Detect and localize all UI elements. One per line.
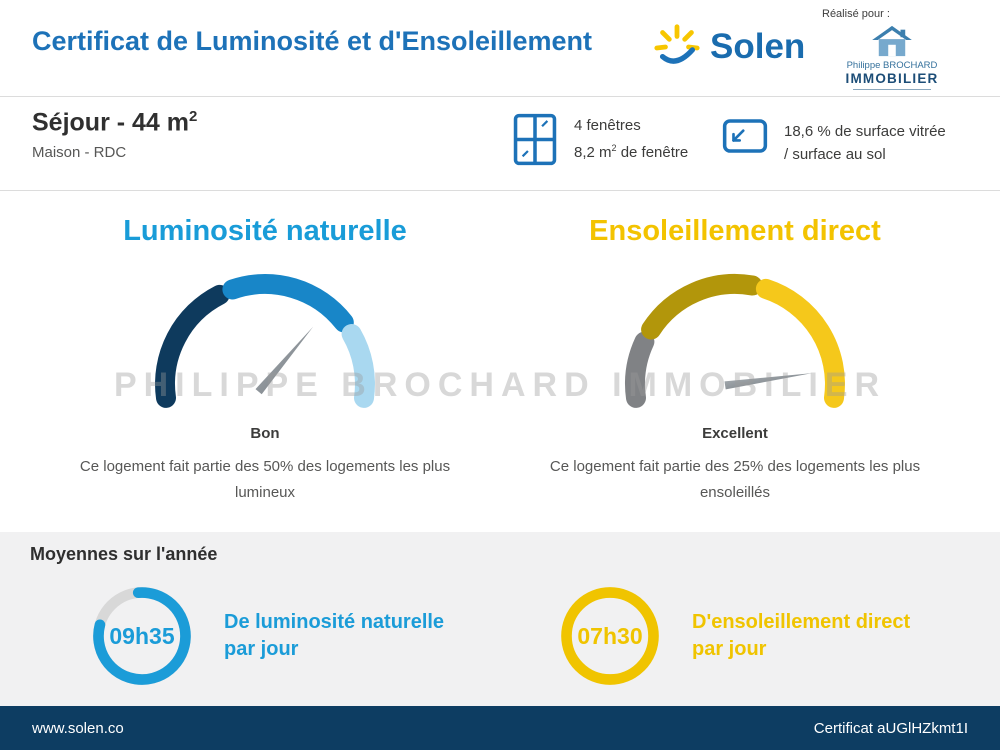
client-logo: Philippe BROCHARD IMMOBILIER (812, 24, 972, 90)
gauge-sunshine-rating: Excellent (702, 425, 768, 442)
solen-brand-name: Solen (710, 27, 806, 66)
averages-title: Moyennes sur l'année (30, 544, 218, 564)
gauge-sunshine (625, 273, 845, 408)
windows-area: 8,2 m2 de fenêtre (574, 143, 689, 161)
client-logo-divider (853, 89, 931, 90)
room-subtitle: Maison - RDC (32, 144, 127, 162)
windows-stat: 4 fenêtres 8,2 m2 de fenêtre (512, 112, 688, 167)
house-icon (872, 25, 912, 57)
window-icon (513, 113, 557, 166)
averages-panel: Moyennes sur l'année 09h35 De luminosité… (0, 532, 1000, 706)
glazing-line1: 18,6 % de surface vitrée (784, 123, 946, 140)
room-info: Séjour - 44 m2 Maison - RDC (32, 108, 197, 161)
average-luminosity-label: De luminosité naturelle par jour (224, 611, 445, 660)
glazing-stat: 18,6 % de surface vitrée / surface au so… (722, 118, 946, 166)
gauge-segment-mid (641, 273, 763, 340)
average-sunshine-label: D'ensoleillement direct par jour (692, 611, 911, 660)
gauge-column-sunshine: Ensoleillement direct Excellent Ce logem… (500, 215, 970, 506)
gauge-luminosity-rating: Bon (250, 425, 280, 442)
gauge-luminosity-description: Ce logement fait partie des 50% des loge… (79, 458, 451, 501)
ring-luminosity-arc (93, 587, 191, 685)
gauge-needle (255, 326, 314, 395)
gauge-column-luminosity: Luminosité naturelle Bon Ce logement fai… (30, 215, 500, 506)
average-sunshine-value: 07h30 (577, 622, 643, 649)
average-luminosity-value: 09h35 (109, 622, 175, 649)
gauge-sunshine-title: Ensoleillement direct (589, 215, 881, 247)
ring-sunshine-arc (561, 587, 659, 685)
solen-logo: Solen (652, 22, 805, 72)
footer-certificate-id: Certificat aUGlHZkmt1I (813, 719, 968, 737)
client-block: Réalisé pour : Philippe BROCHARD IMMOBIL… (812, 8, 972, 90)
header-divider (0, 96, 1000, 97)
gauge-sunshine-description: Ce logement fait partie des 25% des loge… (549, 458, 921, 501)
gauge-segment-high (341, 324, 375, 408)
room-title: Séjour - 44 m2 (32, 108, 198, 137)
gauge-segment-mid (222, 274, 354, 333)
section-divider (0, 190, 1000, 191)
windows-count: 4 fenêtres (574, 117, 641, 134)
footer-website: www.solen.co (32, 719, 124, 737)
footer: www.solen.co Certificat aUGlHZkmt1I (0, 706, 1000, 750)
gauge-segment-low (155, 284, 230, 408)
surface-ratio-icon (722, 119, 768, 153)
client-type: IMMOBILIER (845, 71, 939, 86)
gauge-luminosity-title: Luminosité naturelle (123, 215, 407, 247)
gauge-needle (724, 373, 813, 390)
page-title: Certificat de Luminosité et d'Ensoleille… (32, 26, 593, 56)
gauge-luminosity (155, 274, 375, 408)
ring-luminosity (93, 587, 191, 685)
average-luminosity: 09h35 De luminosité naturelle par jour (84, 578, 444, 694)
glazing-line2: / surface au sol (784, 146, 886, 163)
gauge-segment-low (625, 331, 655, 408)
average-sunshine: 07h30 D'ensoleillement direct par jour (552, 578, 910, 694)
ring-sunshine (561, 587, 659, 685)
made-for-label: Réalisé pour : (822, 8, 890, 20)
client-name: Philippe BROCHARD (846, 60, 938, 71)
gauge-segment-high (755, 278, 845, 408)
solen-sun-icon (654, 24, 700, 64)
